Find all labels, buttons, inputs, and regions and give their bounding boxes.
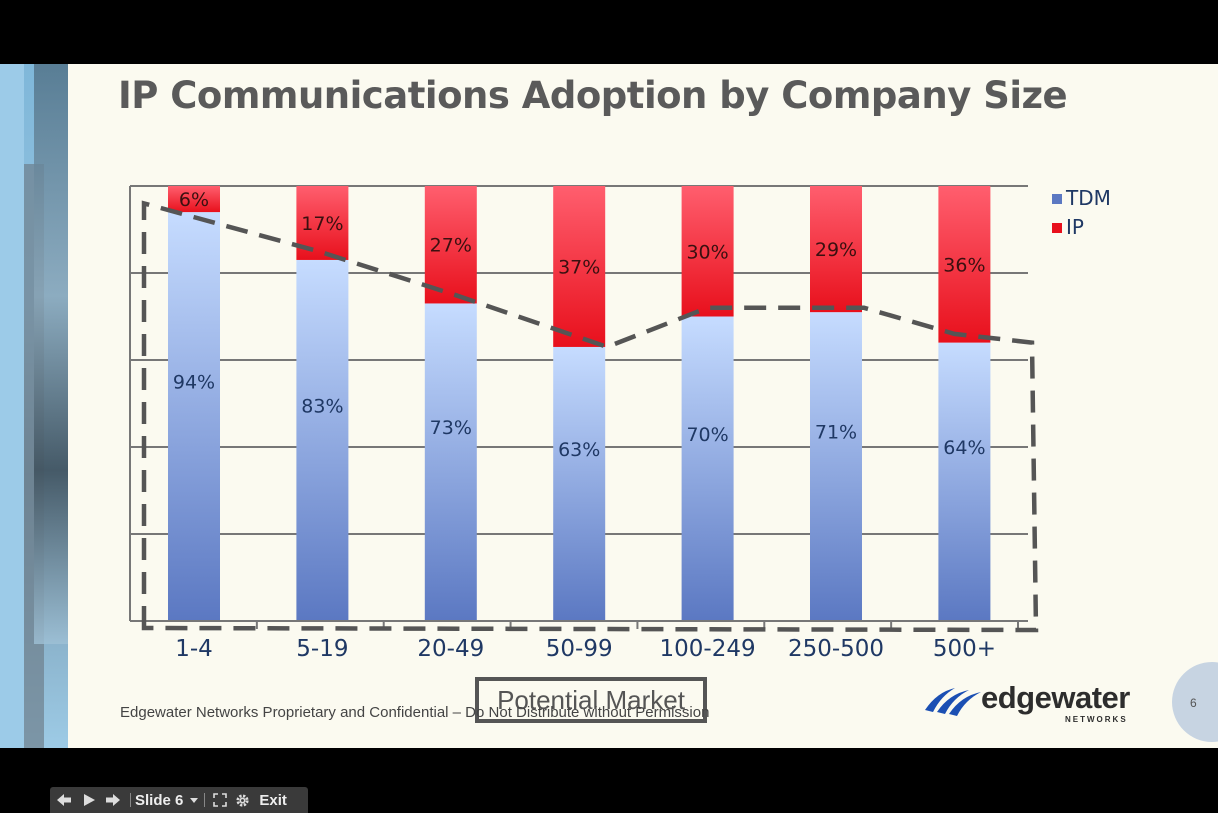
potential-market-outline — [141, 200, 1039, 633]
bar-ip — [681, 186, 734, 317]
bar-tdm — [424, 303, 477, 621]
data-label-ip: 27% — [430, 235, 472, 257]
presentation-toolbar: Slide 6 Exit — [50, 787, 308, 813]
data-label-ip: 17% — [301, 213, 343, 235]
slide-title: IP Communications Adoption by Company Si… — [118, 74, 1068, 117]
edgewater-swoosh-icon — [925, 688, 981, 716]
bar-ip — [938, 186, 991, 343]
logo-tagline: NETWORKS — [1065, 715, 1128, 724]
legend-swatch-ip — [1052, 223, 1062, 233]
fullscreen-icon[interactable] — [209, 787, 231, 813]
gear-icon[interactable] — [231, 787, 253, 813]
category-label: 50-99 — [546, 636, 613, 662]
page-number: 6 — [1190, 696, 1197, 710]
bar-tdm — [810, 312, 862, 621]
legend-label-tdm: TDM — [1065, 186, 1111, 210]
bar-ip — [168, 186, 220, 213]
data-label-tdm: 94% — [173, 372, 215, 394]
back-arrow-icon[interactable] — [50, 787, 78, 813]
data-label-ip: 29% — [815, 239, 857, 261]
bar-ip — [553, 186, 606, 347]
potential-market-callout: Potential Market — [475, 677, 707, 723]
data-label-tdm: 73% — [430, 417, 472, 439]
legend-swatch-tdm — [1052, 194, 1062, 204]
data-label-tdm: 64% — [943, 437, 985, 459]
data-label-ip: 37% — [558, 256, 600, 278]
bar-tdm — [296, 259, 349, 621]
bar-tdm — [938, 342, 991, 621]
data-label-tdm: 83% — [301, 395, 343, 417]
category-label: 1-4 — [175, 636, 213, 662]
chart: 94% 6% 83% 17% 73% 27% 63% 37% 70% 30% 71% 29% 64% 36… — [129, 185, 1111, 662]
category-label: 100-249 — [660, 636, 756, 662]
slide-side-decoration — [0, 64, 68, 748]
bar-ip — [424, 186, 477, 304]
data-label-ip: 30% — [686, 241, 728, 263]
category-label: 500+ — [933, 636, 996, 662]
forward-arrow-icon[interactable] — [100, 787, 126, 813]
category-label: 20-49 — [417, 636, 484, 662]
exit-button[interactable]: Exit — [259, 791, 287, 809]
legend-label-ip: IP — [1066, 215, 1084, 239]
bar-ip — [810, 186, 862, 313]
dropdown-icon — [190, 798, 199, 803]
slide-selector[interactable]: Slide 6 — [135, 787, 200, 813]
slide: IP Communications Adoption by Company Si… — [0, 64, 1218, 748]
slide-selector-label: Slide 6 — [135, 791, 184, 809]
logo-wordmark: edgewater — [981, 680, 1130, 715]
category-label: 5-19 — [296, 636, 348, 662]
category-label: 250-500 — [788, 636, 884, 662]
data-label-ip: 6% — [179, 189, 209, 211]
edgewater-logo: edgewater NETWORKS — [915, 678, 1155, 728]
bar-tdm — [681, 316, 734, 621]
confidential-footer: Edgewater Networks Proprietary and Confi… — [120, 704, 710, 721]
data-label-tdm: 63% — [558, 439, 600, 461]
data-label-tdm: 71% — [815, 422, 857, 444]
bar-tdm — [168, 212, 220, 621]
data-label-ip: 36% — [943, 254, 985, 276]
data-label-tdm: 70% — [686, 424, 728, 446]
bar-tdm — [553, 346, 606, 621]
play-icon[interactable] — [78, 787, 100, 813]
